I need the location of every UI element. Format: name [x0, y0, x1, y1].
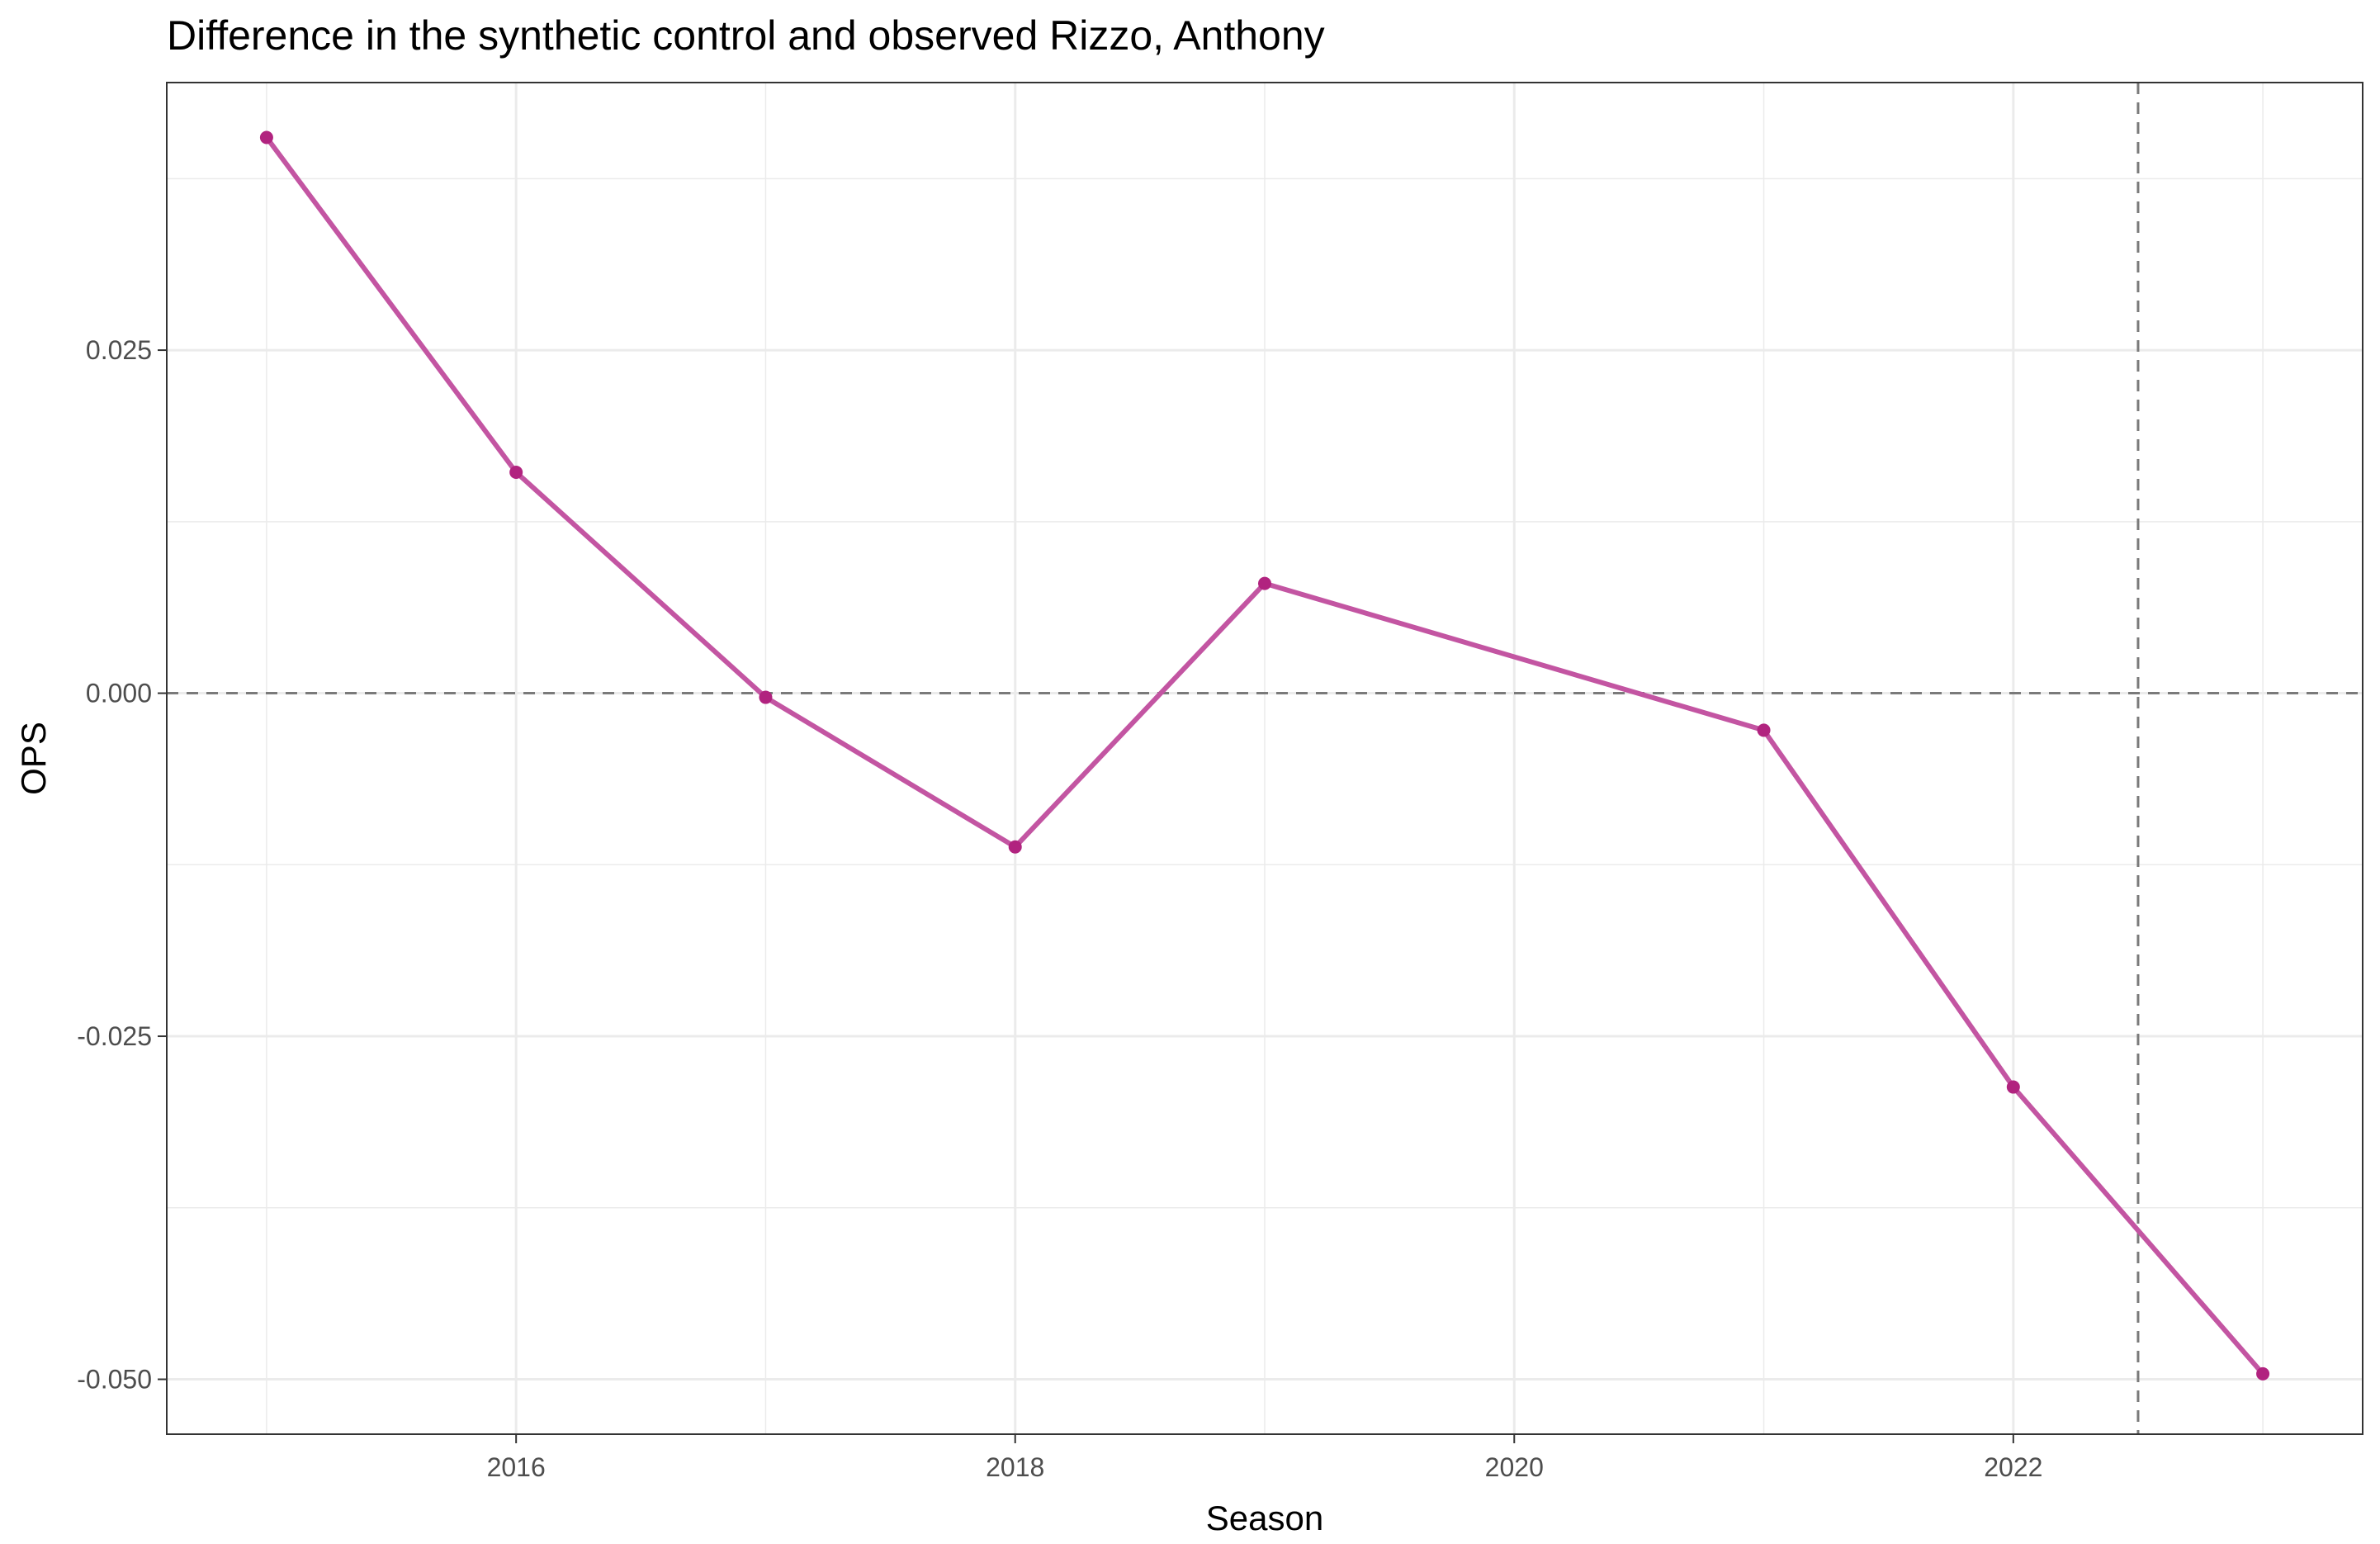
y-tick-label: 0.000 [86, 679, 152, 708]
data-point [1757, 723, 1771, 737]
data-point [759, 690, 773, 704]
data-point [1258, 576, 1271, 590]
x-tick-label: 2022 [1984, 1452, 2042, 1482]
panel-border [166, 82, 2363, 1435]
series-line [263, 135, 2266, 1376]
data-series [259, 130, 2270, 1381]
y-tick-label: -0.025 [77, 1021, 152, 1051]
data-point [2256, 1366, 2270, 1381]
x-tick-label: 2016 [487, 1452, 546, 1482]
y-axis-title: OPS [14, 722, 53, 795]
chart-title: Difference in the synthetic control and … [167, 12, 1325, 59]
reference-lines [167, 83, 2363, 1434]
data-point [2006, 1080, 2020, 1094]
y-tick-label: 0.025 [86, 335, 152, 365]
axis-ticks: 2016 2018 2020 2022 0.025 0.000 -0.025 -0.050 [77, 335, 2042, 1482]
data-point [1008, 840, 1022, 854]
x-tick-label: 2018 [986, 1452, 1044, 1482]
x-axis-title: Season [1206, 1499, 1323, 1537]
grid-lines [167, 83, 2363, 1434]
data-point [509, 465, 523, 479]
data-point [259, 130, 273, 144]
y-tick-label: -0.050 [77, 1365, 152, 1395]
x-tick-label: 2020 [1485, 1452, 1544, 1482]
